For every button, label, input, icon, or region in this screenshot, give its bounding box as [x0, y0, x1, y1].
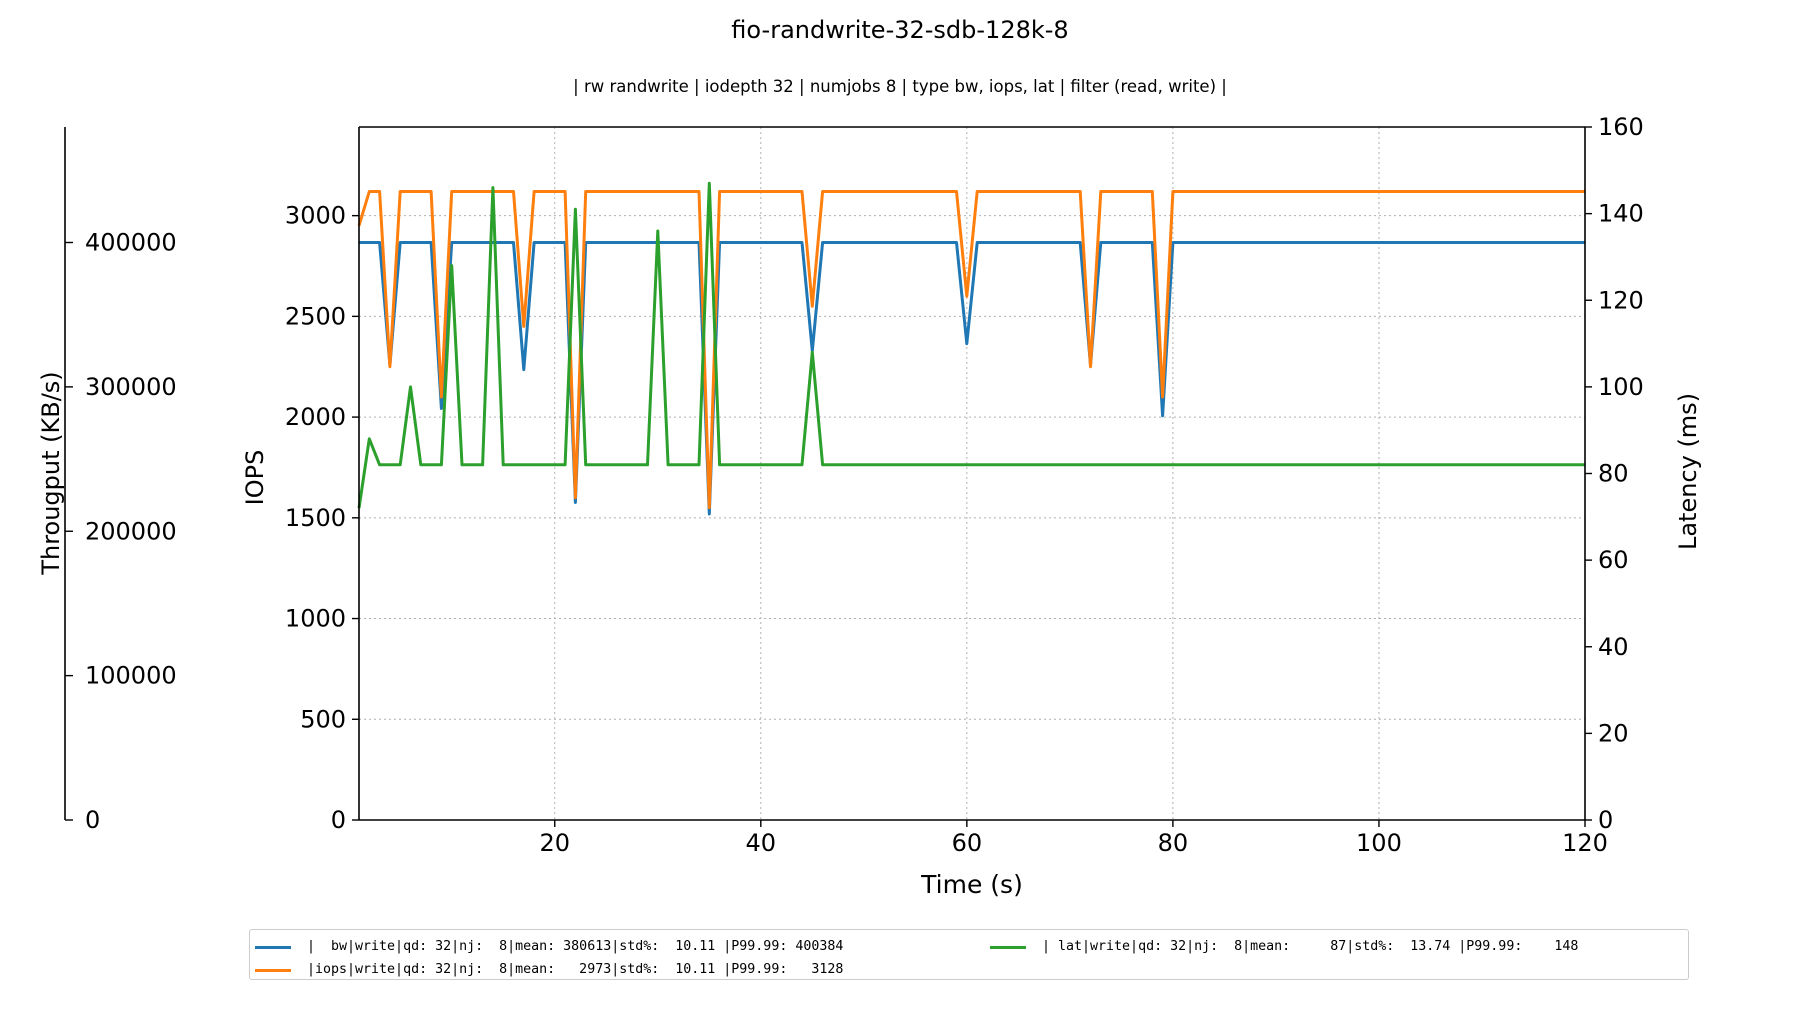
- legend-swatch-lat: [990, 946, 1026, 949]
- y-tick-label-bw: 200000: [85, 517, 177, 545]
- x-axis-label: Time (s): [920, 870, 1023, 899]
- legend-item-lat: | lat|write|qd: 32|nj: 8|mean: 87|std%: …: [990, 938, 1578, 956]
- series-line-bw: [359, 241, 1585, 516]
- y-tick-label-bw: 100000: [85, 662, 177, 690]
- y-tick-label-lat: 60: [1598, 546, 1629, 574]
- y-tick-label-bw: 300000: [85, 373, 177, 401]
- series-line-iops: [357, 190, 1585, 510]
- x-tick-label: 40: [746, 829, 777, 857]
- y-tick-label-lat: 160: [1598, 113, 1644, 141]
- legend-item-iops: |iops|write|qd: 32|nj: 8|mean: 2973|std%…: [255, 961, 843, 979]
- series-layer: [357, 181, 1585, 516]
- chart-subtitle: | rw randwrite | iodepth 32 | numjobs 8 …: [573, 77, 1227, 96]
- x-tick-label: 80: [1158, 829, 1189, 857]
- y-axis-label-bw: Througput (KB/s): [37, 371, 65, 575]
- legend-label-bw: | bw|write|qd: 32|nj: 8|mean: 380613|std…: [307, 939, 844, 954]
- y-axis-label-iops: IOPS: [241, 450, 269, 506]
- x-tick-label: 60: [952, 829, 983, 857]
- y-tick-label-lat: 40: [1598, 633, 1629, 661]
- x-tick-label: 100: [1356, 829, 1402, 857]
- y-tick-label-iops: 500: [300, 705, 346, 733]
- y-axis-label-lat: Latency (ms): [1674, 393, 1702, 550]
- y-tick-label-bw: 0: [85, 806, 100, 834]
- legend-label-lat: | lat|write|qd: 32|nj: 8|mean: 87|std%: …: [1042, 939, 1579, 954]
- legend-swatch-iops: [255, 969, 291, 972]
- x-tick-label: 120: [1562, 829, 1608, 857]
- y-tick-label-iops: 1500: [285, 504, 346, 532]
- chart-title: fio-randwrite-32-sdb-128k-8: [731, 16, 1069, 44]
- y-tick-label-lat: 120: [1598, 286, 1644, 314]
- x-tick-label: 20: [539, 829, 570, 857]
- y-tick-label-lat: 0: [1598, 806, 1613, 834]
- y-tick-label-iops: 0: [331, 806, 346, 834]
- y-tick-label-iops: 1000: [285, 605, 346, 633]
- y-tick-label-lat: 100: [1598, 373, 1644, 401]
- legend-swatch-bw: [255, 946, 291, 949]
- legend-item-bw: | bw|write|qd: 32|nj: 8|mean: 380613|std…: [255, 938, 843, 956]
- y-tick-label-bw: 400000: [85, 229, 177, 257]
- y-tick-label-iops: 2000: [285, 403, 346, 431]
- legend: | bw|write|qd: 32|nj: 8|mean: 380613|std…: [249, 929, 1689, 980]
- y-tick-label-lat: 20: [1598, 719, 1629, 747]
- y-tick-label-iops: 3000: [285, 202, 346, 230]
- y-tick-label-lat: 80: [1598, 460, 1629, 488]
- y-tick-label-iops: 2500: [285, 302, 346, 330]
- y-tick-label-lat: 140: [1598, 200, 1644, 228]
- legend-label-iops: |iops|write|qd: 32|nj: 8|mean: 2973|std%…: [307, 962, 844, 977]
- series-line-lat: [357, 181, 1585, 509]
